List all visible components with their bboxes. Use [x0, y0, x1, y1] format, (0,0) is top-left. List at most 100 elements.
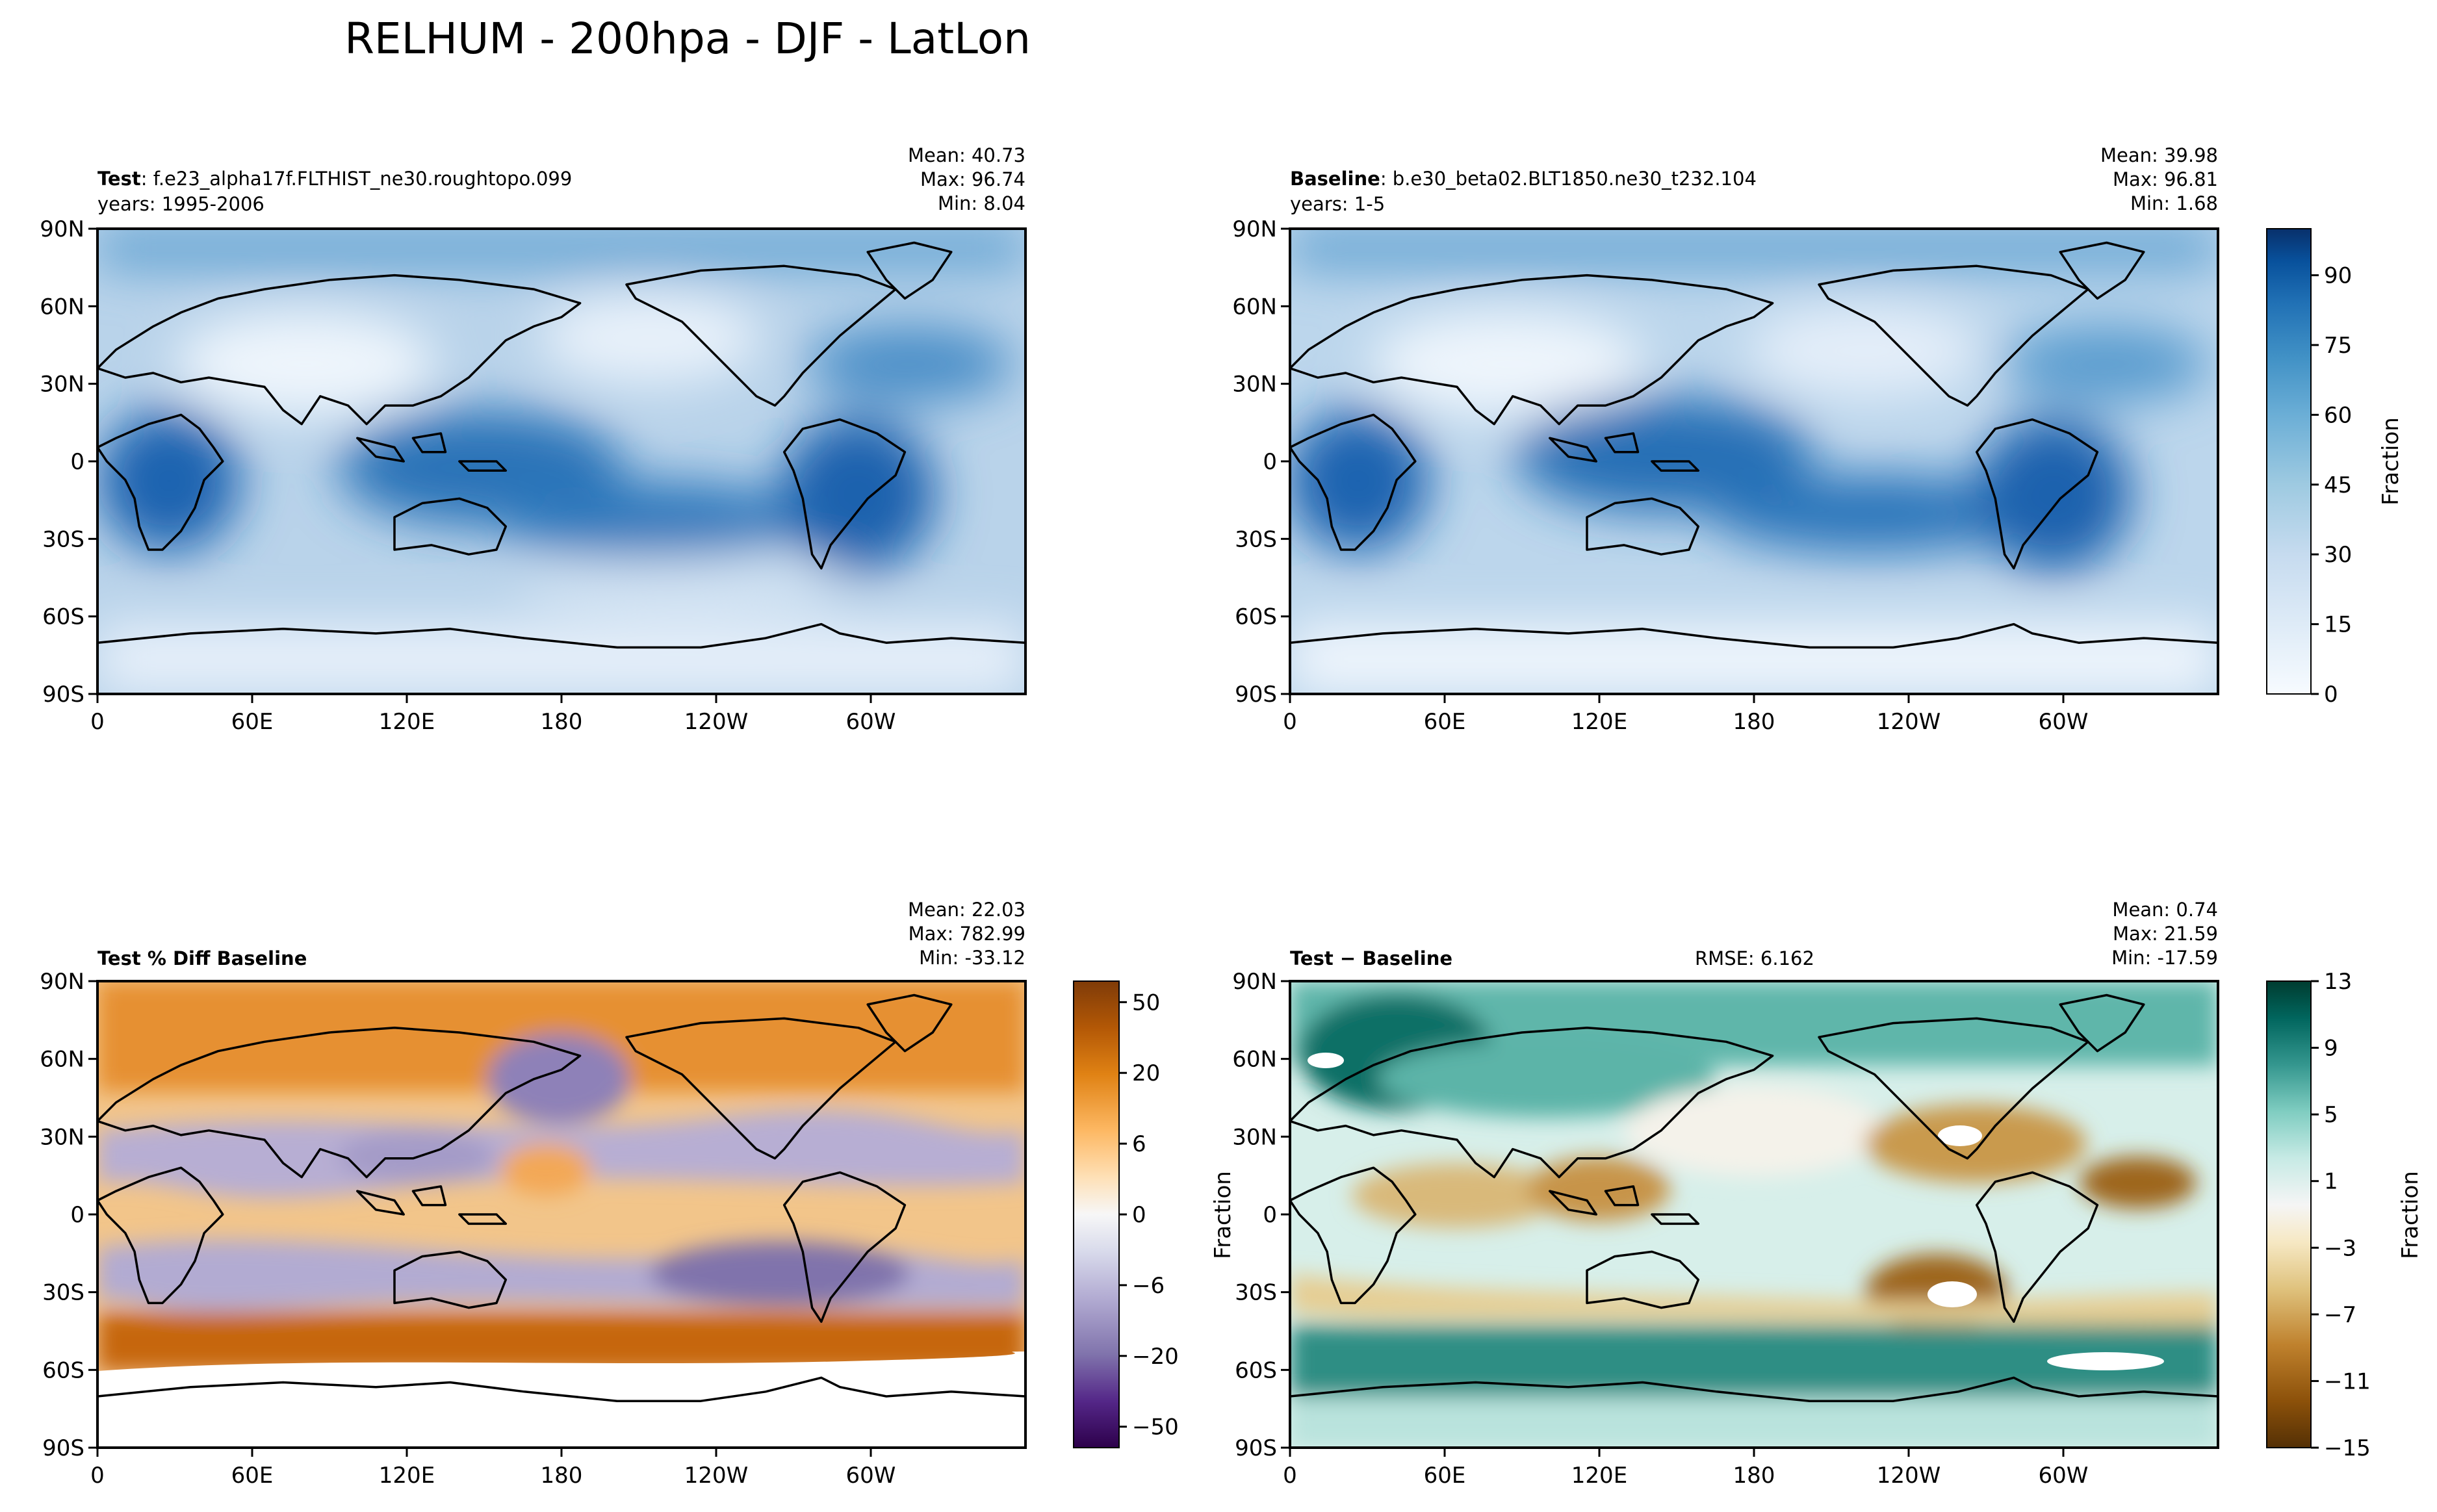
coastline	[866, 993, 953, 1053]
coastline	[1818, 264, 2089, 407]
coastline	[1290, 1027, 1774, 1179]
colorbar-tick-label-diff: 13	[2324, 969, 2352, 995]
y-tick-label-baseline: 60S	[1235, 604, 1277, 630]
figure-title: RELHUM - 200hpa - DJF - LatLon	[344, 14, 1031, 64]
y-tick-label-diff: 30N	[1232, 1124, 1277, 1150]
coastline	[1290, 413, 1417, 551]
coastline	[782, 418, 907, 570]
x-tick-label-diff: 0	[1283, 1463, 1297, 1489]
colorbar-tick-label-pctdiff: −50	[1132, 1415, 1179, 1441]
colorbar-baseline: 0 15 30 45 60 75 90 Fraction	[2266, 228, 2404, 708]
colorbar-tick-label-diff: −3	[2324, 1235, 2356, 1261]
x-tick-label-test: 60W	[846, 709, 896, 735]
colorbar-pctdiff-bar	[1073, 980, 1120, 1448]
panel-diff-field	[1290, 981, 2218, 1448]
y-tick-label-pctdiff: 30S	[42, 1280, 84, 1306]
x-tick-label-baseline: 180	[1733, 709, 1775, 735]
colorbar-tick-label-diff: −11	[2324, 1368, 2371, 1394]
coastline	[1549, 1190, 1597, 1216]
colorbar-tick-label-baseline: 0	[2324, 682, 2338, 708]
colorbar-tick-label-baseline: 60	[2324, 402, 2352, 428]
colorbar-diff-label: Fraction	[2397, 1171, 2423, 1259]
y-tick-label-test: 30N	[40, 372, 84, 398]
y-tick-label-test: 60S	[42, 604, 84, 630]
x-tick-label-pctdiff: 120E	[379, 1463, 435, 1489]
panel-baseline-title: Baseline: b.e30_beta02.BLT1850.ne30_t232…	[1290, 168, 1757, 190]
colorbar-tick-label-baseline: 30	[2324, 542, 2352, 568]
colorbar-tick-label-baseline: 45	[2324, 472, 2352, 498]
coastline	[393, 1250, 508, 1309]
colorbar-tick-label-baseline: 75	[2324, 333, 2352, 359]
y-tick-label-test: 30S	[42, 526, 84, 552]
colorbar-tick-label-diff: 5	[2324, 1102, 2338, 1128]
x-tick-label-diff: 60W	[2039, 1463, 2089, 1489]
panel-baseline-stat-min: Min: 1.68	[2130, 192, 2218, 214]
colorbar-baseline-label: Fraction	[2378, 417, 2404, 506]
panel-diff-title: Test − Baseline	[1290, 947, 1452, 969]
colorbar-pctdiff: 50 20 6 0 −6 −20 −50	[1073, 980, 1179, 1448]
colorbar-diff: 13 9 5 1 −3 −7 −11 −15 Fraction	[2266, 969, 2423, 1461]
y-tick-label-baseline: 30S	[1235, 526, 1277, 552]
y-tick-label-pctdiff: 60S	[42, 1357, 84, 1383]
colorbar-tick-label-diff: 1	[2324, 1169, 2338, 1195]
y-tick-label-diff: 90S	[1235, 1435, 1277, 1461]
coastline	[356, 1190, 405, 1216]
x-tick-label-baseline: 120W	[1877, 709, 1941, 735]
colorbar-tick-label-pctdiff: 6	[1132, 1131, 1146, 1157]
panel-diff-stat-min: Min: -17.59	[2111, 947, 2218, 969]
panel-test-stat-min: Min: 8.04	[938, 192, 1025, 214]
panel-test-title: Test: f.e23_alpha17f.FLTHIST_ne30.rought…	[97, 168, 572, 190]
coastline	[97, 1376, 1025, 1448]
coastline	[97, 274, 582, 426]
x-tick-label-test: 60E	[231, 709, 274, 735]
coastline	[1651, 460, 1700, 472]
panel-pctdiff-stat-max: Max: 782.99	[909, 923, 1025, 945]
y-tick-label-baseline: 90N	[1232, 216, 1277, 242]
colorbar-tick-label-baseline: 15	[2324, 612, 2352, 638]
x-tick-label-baseline: 60W	[2039, 709, 2089, 735]
coastline	[1975, 1171, 2099, 1323]
panel-test-stat-max: Max: 96.74	[920, 168, 1025, 190]
colorbar-tick-label-pctdiff: 50	[1132, 990, 1160, 1016]
panel-baseline-stat-max: Max: 96.81	[2113, 168, 2218, 190]
coastline	[1651, 1213, 1700, 1225]
coastline	[1290, 274, 1774, 426]
panel-pctdiff-stat-mean: Mean: 22.03	[908, 899, 1025, 921]
panel-pctdiff-title: Test % Diff Baseline	[97, 947, 307, 969]
y-tick-label-pctdiff: 60N	[40, 1047, 84, 1073]
x-tick-label-test: 120W	[684, 709, 749, 735]
x-tick-label-diff: 120W	[1877, 1463, 1941, 1489]
panel-test-subtitle: years: 1995-2006	[97, 193, 264, 215]
y-tick-label-baseline: 60N	[1232, 294, 1277, 320]
coastline	[97, 1166, 224, 1305]
y-tick-label-test: 90S	[42, 682, 84, 708]
coastline	[356, 437, 405, 463]
panel-baseline-field	[1290, 229, 2218, 694]
coastline	[97, 1027, 582, 1179]
panel-baseline: Baseline: b.e30_beta02.BLT1850.ne30_t232…	[1232, 144, 2404, 735]
coastline	[1604, 1185, 1640, 1207]
panel-baseline-coastlines	[1290, 241, 2218, 694]
panel-baseline-stat-mean: Mean: 39.98	[2100, 144, 2218, 166]
x-tick-label-pctdiff: 180	[541, 1463, 583, 1489]
colorbar-tick-label-pctdiff: 20	[1132, 1060, 1160, 1086]
colorbar-tick-label-pctdiff: −6	[1132, 1273, 1165, 1299]
x-tick-label-pctdiff: 0	[90, 1463, 105, 1489]
panel-pctdiff-coastlines	[97, 993, 1025, 1448]
colorbar-tick-label-diff: −7	[2324, 1302, 2356, 1328]
y-tick-label-diff: 90N	[1232, 969, 1277, 995]
y-tick-label-diff: 60S	[1235, 1357, 1277, 1383]
coastline	[625, 264, 897, 407]
panel-pctdiff-field	[97, 981, 1025, 1448]
panel-diff-ylabel: Fraction	[1210, 1171, 1236, 1259]
coastline	[625, 1017, 897, 1160]
panel-pctdiff: Test % Diff Baseline Mean: 22.03 Max: 78…	[40, 899, 1178, 1489]
x-tick-label-test: 0	[90, 709, 105, 735]
x-tick-label-test: 180	[541, 709, 583, 735]
y-tick-label-pctdiff: 30N	[40, 1124, 84, 1150]
panel-diff-rmse: RMSE: 6.162	[1695, 947, 1814, 969]
y-tick-label-baseline: 30N	[1232, 372, 1277, 398]
coastline	[1975, 418, 2099, 570]
coastline	[2059, 993, 2145, 1053]
